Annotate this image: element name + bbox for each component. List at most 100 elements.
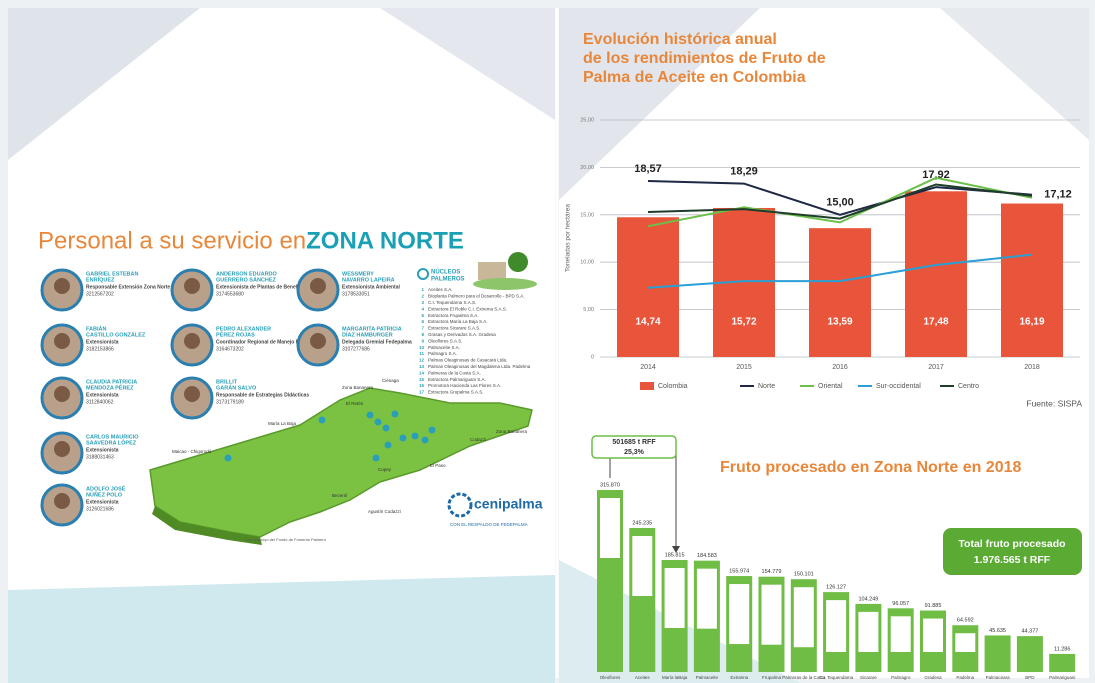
logo-icon [447, 492, 473, 518]
bar-value-label: 154.779 [762, 569, 782, 575]
x-tick-label: Aceites [635, 675, 651, 680]
nuclei-number: 9 [421, 338, 424, 343]
chart-title: de los rendimientos de Fruto de [583, 50, 826, 67]
marker [399, 434, 407, 442]
person-name: NÚÑEZ POLO [86, 491, 123, 498]
person-phone: 3164673202 [216, 346, 244, 352]
bar-value-label: 185.815 [665, 552, 685, 558]
person-name: CASTILLO GONZÁLEZ [86, 331, 146, 338]
marker [391, 410, 399, 418]
map-label: Copey [378, 467, 392, 472]
bar [1049, 653, 1076, 672]
map-label: Becerril [332, 493, 347, 498]
x-tick-label: Palmagro [891, 675, 911, 680]
bar-value-label: 17,48 [923, 317, 948, 328]
bar-value-label: 155.974 [729, 569, 749, 575]
line [647, 179, 1033, 216]
person-phone: 3178533051 [342, 291, 370, 297]
nuclei-number: 13 [419, 364, 425, 369]
deco-triangle [940, 8, 1089, 140]
nuclei-number: 7 [421, 326, 424, 331]
nuclei-title: NÚCLEOS [431, 269, 460, 276]
nuclei-number: 3 [421, 300, 424, 305]
chart-title: Evolución histórica anual [583, 31, 777, 48]
callout-title: Total fruto procesado [958, 538, 1065, 550]
map-markers [224, 410, 436, 462]
map-label: Zona Bananera [342, 385, 374, 390]
person-name: GARÁN SALVO [216, 384, 257, 391]
bar [984, 635, 1011, 672]
person-name: MENDOZA PÉREZ [86, 383, 134, 391]
person-name: CLAUDIA PATRICIA [86, 379, 137, 385]
bar-value-label: 64.592 [957, 618, 974, 624]
line [647, 183, 1033, 220]
bar-logo [890, 616, 911, 652]
title-highlight: ZONA NORTE [306, 227, 464, 254]
x-tick-label: Padelma [956, 675, 974, 680]
nuclei-number: 6 [421, 319, 424, 324]
person-role: Coordinador Regional de Manejo Fitosanit… [216, 339, 326, 345]
nuclei-number: 2 [421, 294, 424, 299]
nuclei-name: Extractora Grupalma S.A.S. [428, 390, 484, 395]
nuclei-name: Palmaceite S.A. [428, 345, 460, 350]
logo: cenipalma [474, 496, 543, 512]
person-role: Extensionista [86, 339, 119, 345]
bar-value-label: 15,72 [731, 317, 756, 328]
marker [374, 418, 382, 426]
photo-head [54, 333, 70, 349]
nuclei-number: 17 [419, 390, 425, 395]
photo-head [54, 441, 70, 457]
marker [372, 454, 380, 462]
nuclei-name: Palmagro S.A. [428, 351, 457, 356]
deco-triangle [8, 8, 200, 160]
nuclei-name: Palmeras de la Costa S.A. [428, 370, 481, 375]
x-tick-label: Frupalma [762, 675, 782, 680]
nuclei-name: Palmas Oleaginosas de Casacará Ltda. [428, 358, 507, 363]
person-name: ENRÍQUEZ [86, 275, 115, 283]
bar-logo [729, 584, 750, 645]
person-phone: 3212567202 [86, 291, 114, 297]
bar-logo [632, 536, 653, 597]
marker [224, 454, 232, 462]
nuclei-name: Extractora Frupalma S.A. [428, 313, 479, 318]
pin-icon [417, 268, 429, 280]
x-tick-label: María laBaja [662, 675, 688, 680]
x-tick-label: BPD [1025, 675, 1035, 680]
bar-logo [793, 587, 814, 648]
person-name: ADOLFO JOSÉ [86, 484, 126, 492]
person-name: ANDERSON EDUARDO [216, 271, 278, 277]
line [647, 176, 1033, 228]
bar-value-label: 16,19 [1019, 317, 1044, 328]
map-label: Zona Bananera [496, 429, 528, 434]
bar-value-label: 11.286 [1054, 646, 1070, 652]
y-tick-label: 20,00 [580, 165, 594, 171]
logo-sub: CON EL RESPALDO DE FEDEPALMA [450, 522, 528, 527]
person-phone: 3188031463 [86, 454, 114, 460]
map-label: El Retén [346, 401, 364, 406]
nuclei-name: Bioplanta Palmero para el Desarrollo - B… [428, 294, 525, 299]
legend-label: Norte [758, 383, 775, 390]
x-tick-label: Oleoflores [600, 675, 621, 680]
nuclei-number: 4 [421, 306, 424, 311]
map-label: Agustín Codazzi [368, 509, 401, 514]
line-value-label: 18,57 [634, 163, 662, 175]
x-tick-label: 2015 [736, 364, 752, 371]
photo-head [184, 278, 200, 294]
x-tick-label: Gradesa [924, 675, 942, 680]
person-name: MARGARITA PATRICIA [342, 326, 402, 332]
line-value-label: 17,92 [922, 169, 950, 181]
left-panel [8, 8, 555, 678]
person-name: CARLOS MAURICIO [86, 434, 139, 440]
person-role: Responsable de Estrategias Didácticas [216, 392, 309, 398]
palm-icon [508, 252, 528, 272]
bar-value-label: 315.870 [600, 482, 620, 488]
y-tick-label: 5,00 [583, 307, 594, 313]
marker [428, 426, 436, 434]
bar-value-label: 91.885 [925, 603, 942, 609]
nuclei-name: Extractora Palmariguani S.A. [428, 377, 486, 382]
nuclei-number: 15 [419, 377, 425, 382]
bar-value-label: 13,59 [827, 317, 852, 328]
deco-band [8, 575, 555, 683]
x-tick-label: C.I. Tequendama [819, 675, 854, 680]
marker [382, 424, 390, 432]
